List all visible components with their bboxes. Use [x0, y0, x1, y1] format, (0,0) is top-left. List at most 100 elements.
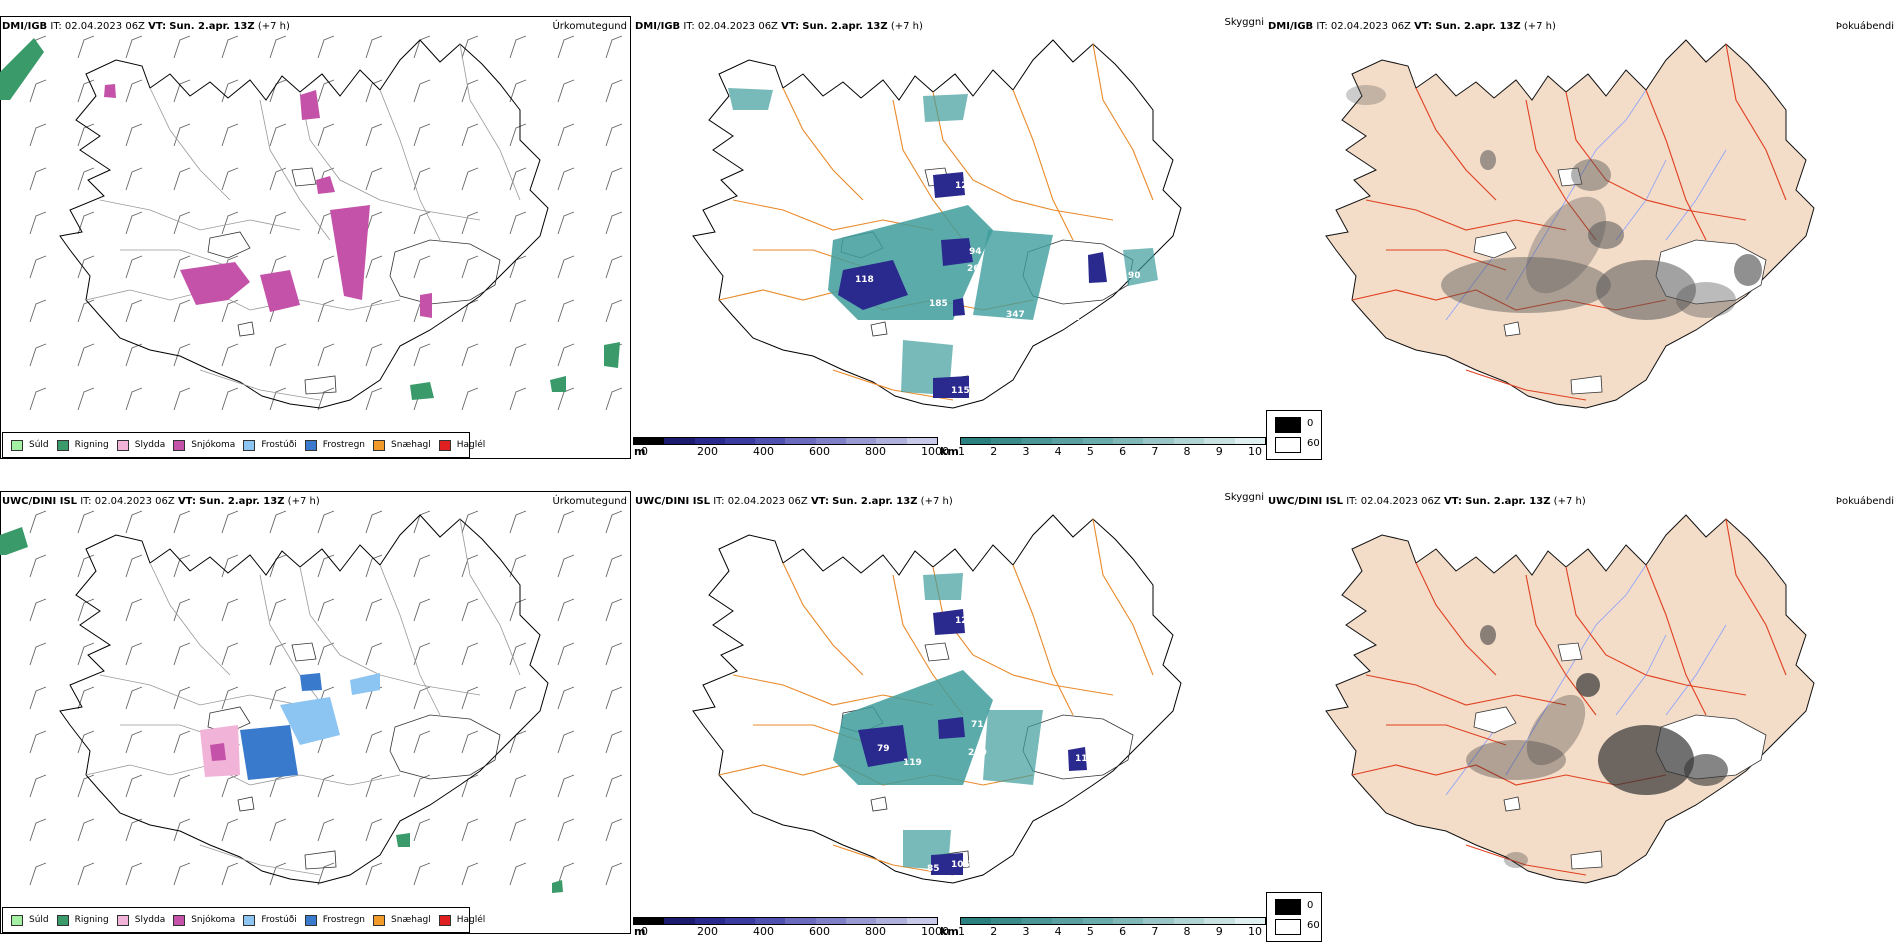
- legend-label: Haglél: [456, 915, 486, 925]
- wind-barb: [365, 167, 383, 191]
- iceland-precip-map[interactable]: [0, 475, 633, 950]
- panel-title: DMI/IGB IT: 02.04.2023 06Z VT: Sun. 2.ap…: [635, 21, 923, 32]
- colorbar-tick: 4: [1054, 445, 1062, 458]
- legend-swatch: [373, 439, 386, 451]
- wind-barb: [461, 255, 479, 279]
- wind-barb: [269, 79, 287, 103]
- rain-area: [550, 376, 566, 392]
- cloud-base-panel-top: DMI/IGB IT: 02.04.2023 06Z VT: Sun. 2.ap…: [633, 0, 1266, 475]
- cloud-base-labels: 128 94 118 158 185 347 921 90 115 26: [855, 181, 1141, 396]
- iceland-fog-map[interactable]: [1266, 0, 1900, 475]
- river: [1565, 564, 1647, 676]
- road: [1365, 674, 1567, 706]
- colorbar-segment: [1204, 438, 1235, 444]
- colorbar-tick: 1: [958, 445, 965, 458]
- road: [379, 89, 441, 241]
- wind-barb: [173, 387, 191, 411]
- colorbar-tick: 8: [1183, 445, 1191, 458]
- legend-label: Súld: [29, 915, 49, 925]
- colorbar-segment: [815, 438, 847, 444]
- legend-label: Rigning: [74, 915, 109, 925]
- river: [1505, 674, 1567, 776]
- wind-barb: [221, 211, 239, 235]
- cloud-base-areas: [838, 172, 1107, 398]
- rain-area: [604, 342, 620, 368]
- vis-swatch: [1275, 417, 1301, 433]
- wind-barb: [509, 730, 527, 754]
- colorbar-segment: [1173, 438, 1205, 444]
- wind-barb: [509, 211, 527, 235]
- colorbar-segment: [876, 918, 907, 924]
- wind-barb: [173, 343, 191, 367]
- legend-swatch: [116, 914, 129, 926]
- panel-tag: Úrkomutegund: [552, 21, 627, 32]
- colorbar-segment: [1082, 918, 1114, 924]
- road: [1415, 87, 1497, 201]
- wind-barb: [77, 642, 95, 666]
- wind-barb: [125, 598, 143, 622]
- road-network: [1351, 518, 1787, 876]
- wind-barb: [509, 818, 527, 842]
- colorbar-tick: 9: [1215, 445, 1223, 458]
- iceland-precip-map[interactable]: [0, 0, 633, 475]
- colorbar-segment: [694, 438, 725, 444]
- road: [120, 249, 241, 271]
- wind-barb: [413, 598, 431, 622]
- road: [1525, 574, 1597, 716]
- wind-barb: [413, 79, 431, 103]
- wind-barb: [77, 255, 95, 279]
- freezing-drizzle-area: [280, 697, 340, 745]
- wind-barb: [557, 642, 575, 666]
- panel-title: UWC/DINI ISL IT: 02.04.2023 06Z VT: Sun.…: [1268, 496, 1586, 507]
- wind-barb: [317, 123, 335, 147]
- freezing-drizzle-area: [350, 673, 380, 695]
- wind-barb: [461, 211, 479, 235]
- wind-barb: [125, 554, 143, 578]
- wind-barb: [77, 598, 95, 622]
- colorbar-segment: [991, 438, 1022, 444]
- wind-barb: [461, 35, 479, 59]
- wind-barb: [509, 167, 527, 191]
- wind-barb: [413, 167, 431, 191]
- cloud-base-label: 128: [955, 616, 974, 626]
- wind-barb: [605, 387, 623, 411]
- wind-barb: [125, 343, 143, 367]
- wind-barb: [509, 510, 527, 534]
- wind-barb: [77, 299, 95, 323]
- wind-barb: [509, 642, 527, 666]
- colorbar-tick: 5: [1086, 445, 1094, 458]
- wind-barb: [221, 343, 239, 367]
- iceland-fog-map[interactable]: [1266, 475, 1900, 950]
- wind-barb: [509, 387, 527, 411]
- wind-barb: [413, 510, 431, 534]
- colorbar-tick: 9: [1215, 925, 1223, 938]
- wind-barb: [77, 387, 95, 411]
- wind-barb: [221, 299, 239, 323]
- wind-barb: [605, 554, 623, 578]
- wind-barb: [461, 343, 479, 367]
- wind-barb: [221, 818, 239, 842]
- rain-area: [410, 382, 434, 400]
- fog-panel-bottom: UWC/DINI ISL IT: 02.04.2023 06Z VT: Sun.…: [1266, 475, 1900, 950]
- wind-barb: [413, 642, 431, 666]
- precip-areas: [0, 38, 620, 400]
- road: [259, 99, 331, 241]
- wind-barb: [365, 862, 383, 886]
- wind-barb: [317, 79, 335, 103]
- freezing-rain-area: [240, 725, 298, 780]
- panel-tag: Þokuábendi: [1835, 496, 1894, 507]
- wind-barb: [221, 35, 239, 59]
- legend-label: Snjókoma: [191, 915, 236, 925]
- snow-area: [180, 262, 250, 305]
- wind-barb: [125, 686, 143, 710]
- legend-swatch: [243, 914, 256, 926]
- colorbar-tick: 3: [1022, 445, 1030, 458]
- wind-barb: [413, 774, 431, 798]
- road: [1565, 91, 1747, 221]
- river: [1505, 199, 1567, 301]
- legend-swatch: [304, 439, 317, 451]
- legend-swatch: [373, 914, 386, 926]
- wind-barb: [557, 79, 575, 103]
